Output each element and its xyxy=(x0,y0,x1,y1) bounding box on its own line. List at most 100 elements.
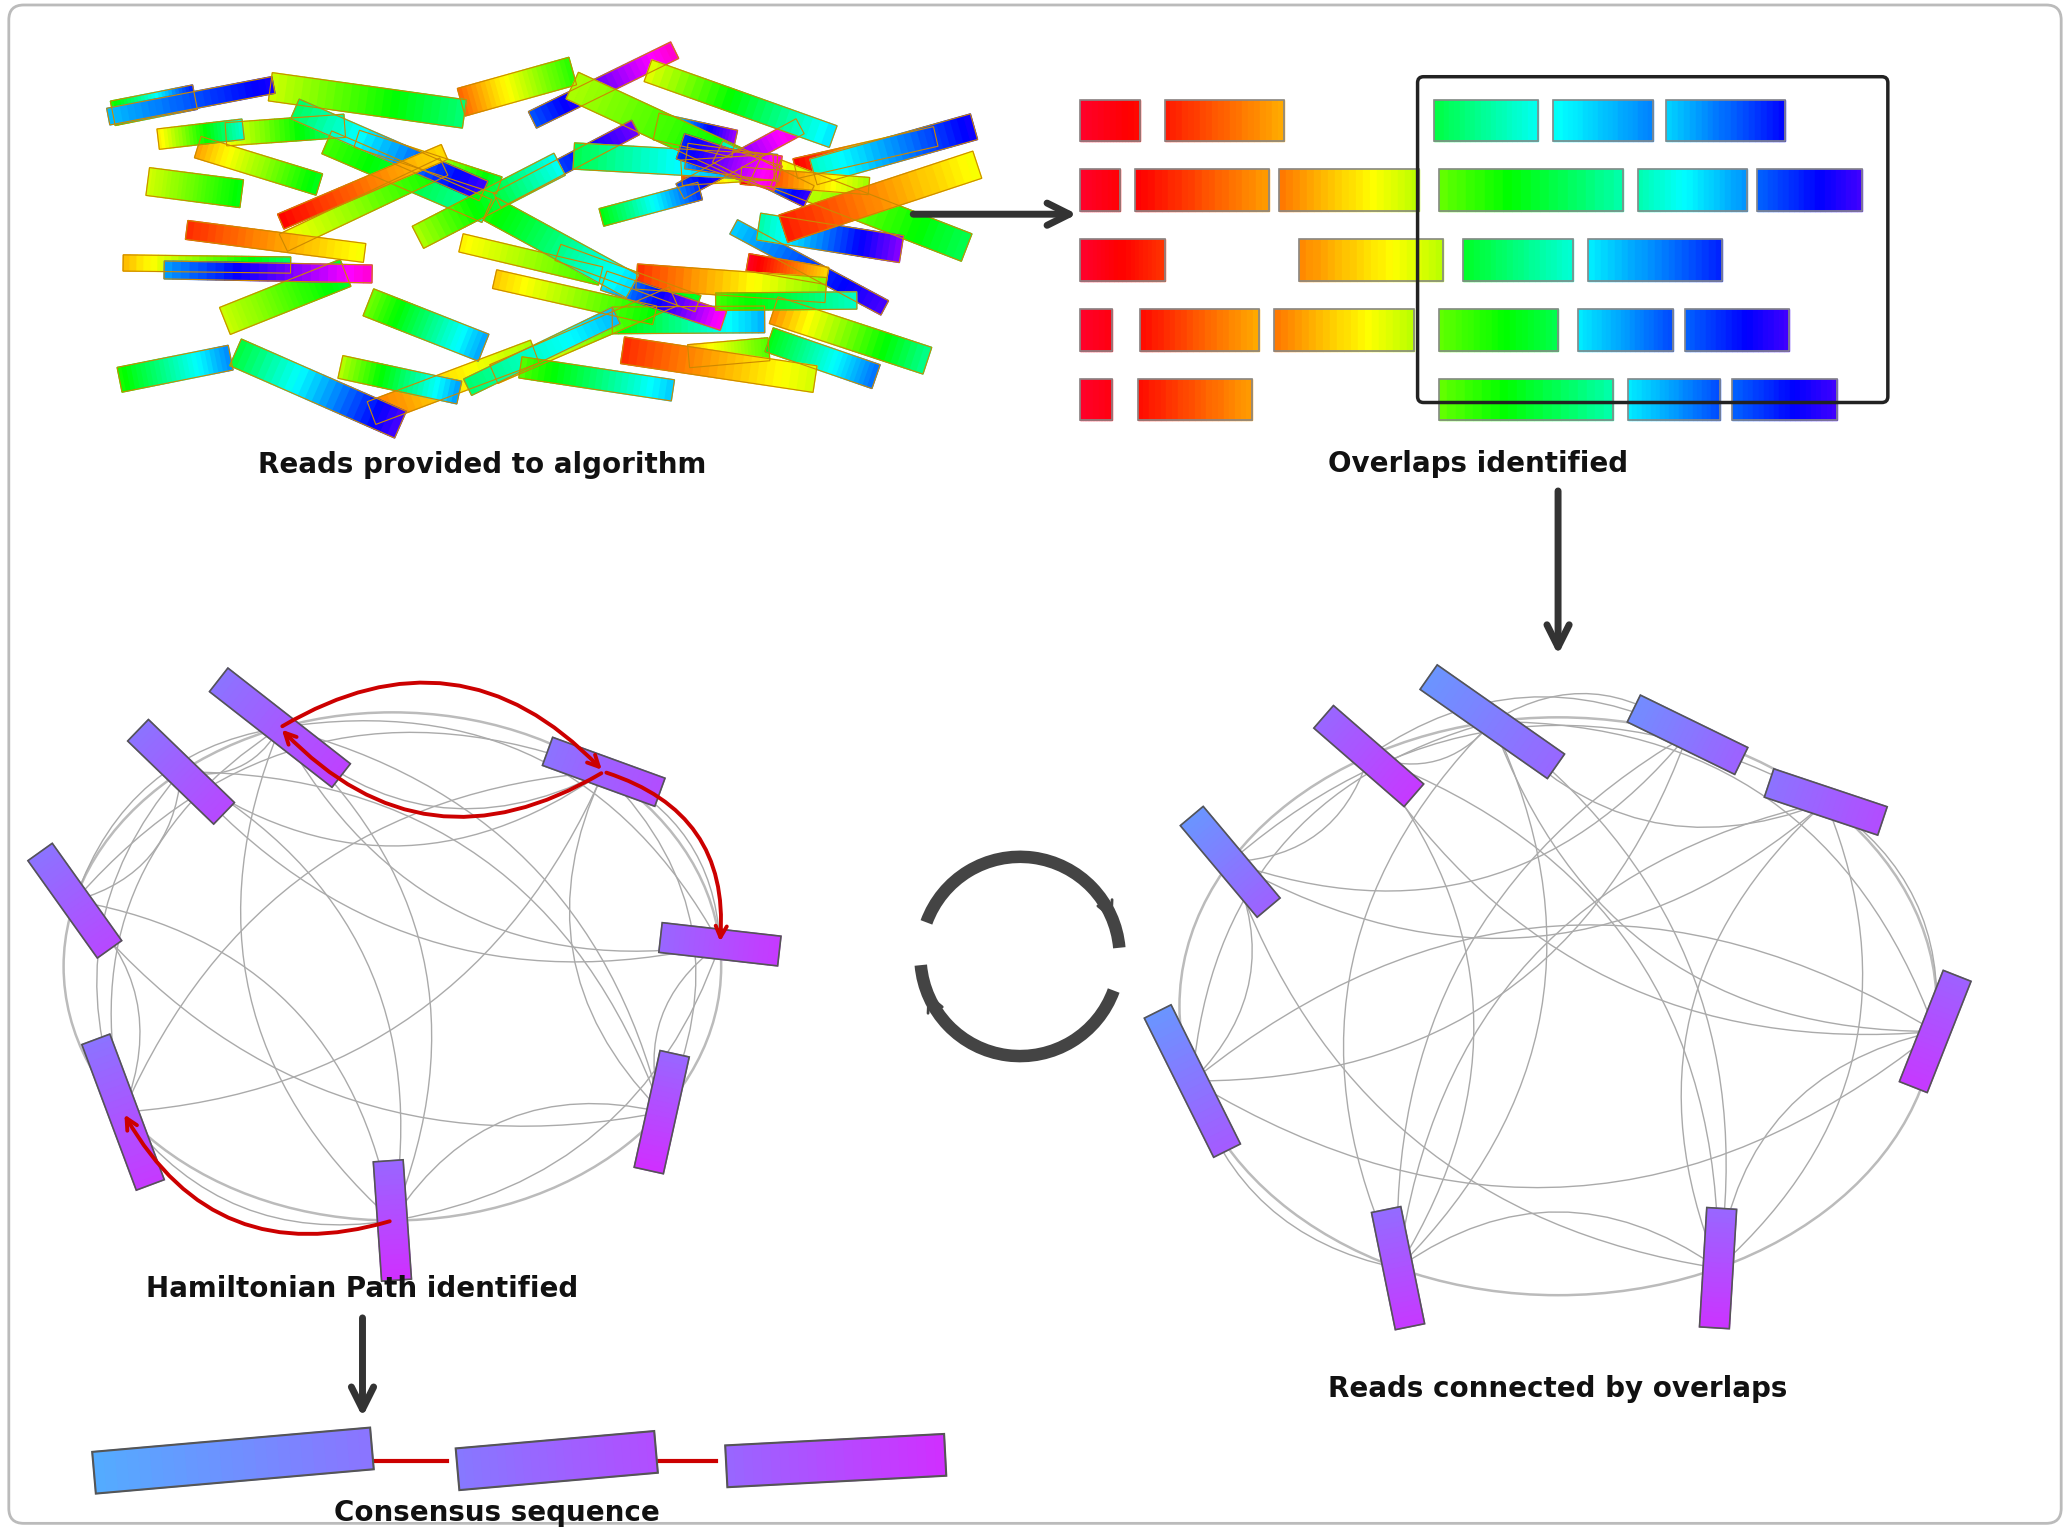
Polygon shape xyxy=(462,86,474,115)
Bar xyxy=(1621,308,1625,351)
Bar xyxy=(1455,379,1466,420)
Polygon shape xyxy=(339,387,358,417)
Bar xyxy=(1285,169,1294,212)
Polygon shape xyxy=(557,156,569,175)
Bar xyxy=(1352,308,1358,351)
Polygon shape xyxy=(60,888,87,910)
Bar xyxy=(1710,239,1716,281)
Polygon shape xyxy=(652,193,660,212)
Polygon shape xyxy=(913,215,932,245)
Polygon shape xyxy=(1495,716,1517,746)
Polygon shape xyxy=(513,72,526,100)
Polygon shape xyxy=(354,265,364,282)
Polygon shape xyxy=(766,132,778,150)
Polygon shape xyxy=(137,364,145,388)
Polygon shape xyxy=(782,170,789,189)
Bar xyxy=(1122,239,1126,281)
Polygon shape xyxy=(799,156,809,176)
Bar xyxy=(1261,100,1267,141)
Bar xyxy=(1470,239,1474,281)
Bar xyxy=(1474,379,1482,420)
Bar xyxy=(1118,239,1122,281)
Bar xyxy=(1134,239,1139,281)
Polygon shape xyxy=(890,1436,900,1479)
Polygon shape xyxy=(286,264,294,281)
Polygon shape xyxy=(681,160,685,186)
Bar xyxy=(1149,169,1155,212)
Polygon shape xyxy=(667,149,677,175)
Polygon shape xyxy=(801,341,814,365)
Polygon shape xyxy=(871,1437,882,1480)
Bar xyxy=(1840,169,1846,212)
Polygon shape xyxy=(412,371,422,396)
Polygon shape xyxy=(379,1249,410,1256)
Bar xyxy=(1138,379,1252,420)
Polygon shape xyxy=(193,124,199,146)
Polygon shape xyxy=(1391,1299,1420,1310)
Polygon shape xyxy=(379,1239,410,1246)
Polygon shape xyxy=(631,272,642,290)
Polygon shape xyxy=(677,181,689,199)
Polygon shape xyxy=(128,97,137,123)
Bar xyxy=(1697,379,1702,420)
Polygon shape xyxy=(669,344,681,371)
Polygon shape xyxy=(619,299,629,319)
Polygon shape xyxy=(569,89,584,107)
Polygon shape xyxy=(929,123,944,150)
Polygon shape xyxy=(787,336,799,360)
Polygon shape xyxy=(464,1447,476,1490)
Polygon shape xyxy=(660,66,675,91)
Polygon shape xyxy=(727,156,733,183)
Polygon shape xyxy=(172,356,182,380)
Polygon shape xyxy=(631,281,642,302)
Polygon shape xyxy=(240,121,246,144)
Polygon shape xyxy=(753,273,764,298)
Polygon shape xyxy=(387,408,406,439)
Polygon shape xyxy=(660,282,671,301)
Bar xyxy=(1306,169,1314,212)
Polygon shape xyxy=(698,80,714,103)
Polygon shape xyxy=(495,204,513,230)
Bar xyxy=(1480,100,1486,141)
Bar xyxy=(1474,308,1480,351)
Polygon shape xyxy=(1706,1238,1735,1244)
Polygon shape xyxy=(600,272,613,291)
Polygon shape xyxy=(290,235,298,253)
Polygon shape xyxy=(186,126,190,146)
Bar xyxy=(1408,239,1414,281)
Polygon shape xyxy=(613,762,627,793)
Polygon shape xyxy=(387,367,397,390)
Bar xyxy=(1236,169,1242,212)
Polygon shape xyxy=(789,170,795,189)
Polygon shape xyxy=(261,156,271,179)
Polygon shape xyxy=(172,261,182,279)
Bar xyxy=(1642,239,1648,281)
Polygon shape xyxy=(1635,700,1654,729)
Polygon shape xyxy=(646,1114,675,1124)
Polygon shape xyxy=(201,175,209,202)
Polygon shape xyxy=(1167,1051,1196,1071)
Polygon shape xyxy=(859,186,878,216)
Bar xyxy=(1743,379,1747,420)
Polygon shape xyxy=(455,163,466,183)
Polygon shape xyxy=(203,89,213,106)
Polygon shape xyxy=(596,259,607,278)
Polygon shape xyxy=(602,261,613,279)
Polygon shape xyxy=(1184,810,1209,833)
Polygon shape xyxy=(607,273,617,293)
Polygon shape xyxy=(1677,719,1693,749)
Polygon shape xyxy=(476,357,491,384)
Polygon shape xyxy=(164,261,174,279)
Polygon shape xyxy=(580,1437,592,1479)
Polygon shape xyxy=(720,342,727,365)
Polygon shape xyxy=(348,357,358,382)
Polygon shape xyxy=(565,330,580,351)
Polygon shape xyxy=(460,327,474,356)
Polygon shape xyxy=(580,290,590,310)
Polygon shape xyxy=(476,370,491,390)
Bar xyxy=(1480,239,1486,281)
Bar xyxy=(1552,100,1652,141)
Bar xyxy=(1439,308,1445,351)
Polygon shape xyxy=(557,258,567,276)
Polygon shape xyxy=(1704,1267,1733,1275)
